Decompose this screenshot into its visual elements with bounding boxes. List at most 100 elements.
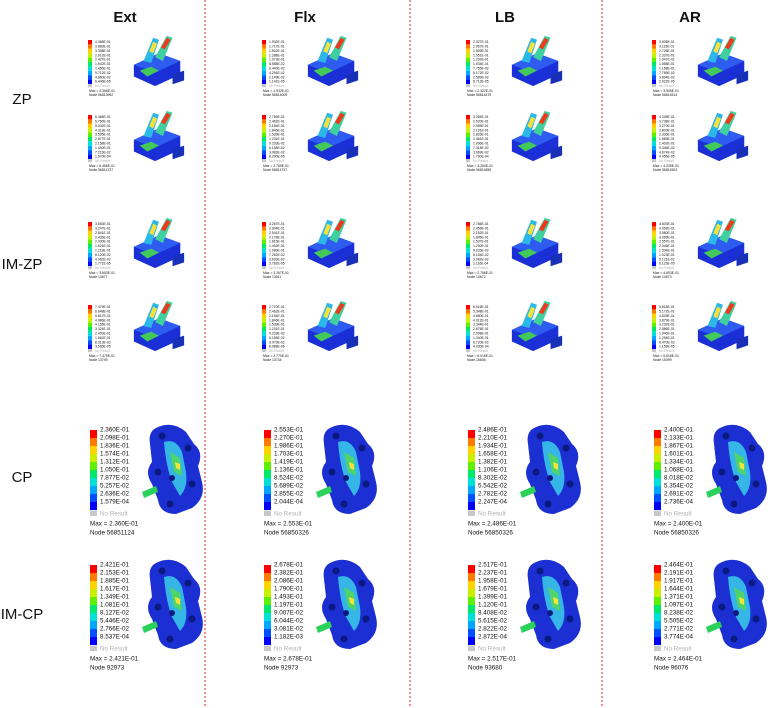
legend-value: 1.493E-01 bbox=[274, 594, 304, 601]
legend-value: 3.083E-02 bbox=[269, 150, 285, 154]
legend-value: 2.904E-01 bbox=[269, 226, 285, 230]
color-swatch bbox=[88, 322, 92, 327]
color-swatch bbox=[88, 57, 92, 62]
legend-value: 1.934E-01 bbox=[478, 443, 508, 450]
color-swatch bbox=[88, 257, 92, 262]
max-label: Max = 2.486E-01 bbox=[468, 521, 517, 528]
legend-value: 1.089E-01 bbox=[269, 248, 285, 252]
legend-value: 6.156E-02 bbox=[269, 336, 285, 340]
legend-value: 1.050E-01 bbox=[100, 467, 130, 474]
legend-value: 1.846E-01 bbox=[269, 128, 285, 132]
legend-value: 5.505E-02 bbox=[664, 618, 694, 625]
color-swatch bbox=[262, 70, 266, 76]
color-swatch bbox=[466, 154, 470, 159]
legend-value: 1.292E-01 bbox=[473, 58, 489, 62]
color-swatch bbox=[264, 573, 271, 581]
legend-value: 2.766E-02 bbox=[100, 626, 130, 633]
color-swatch bbox=[468, 581, 475, 589]
legend-value: 4.525E-01 bbox=[659, 314, 675, 318]
color-swatch bbox=[262, 222, 266, 227]
color-swatch bbox=[88, 137, 92, 142]
color-swatch bbox=[652, 309, 656, 314]
legend-value: 1.869E-01 bbox=[659, 137, 675, 141]
no-result-label: No Result bbox=[95, 266, 110, 270]
no-result-label: No Result bbox=[269, 266, 284, 270]
color-swatch bbox=[652, 322, 656, 327]
color-swatch bbox=[88, 248, 92, 253]
legend-value: 2.855E-02 bbox=[274, 491, 304, 498]
color-swatch bbox=[652, 75, 656, 80]
no-result-swatch bbox=[262, 266, 266, 270]
legend-value: 2.158E-01 bbox=[95, 141, 111, 145]
color-swatch bbox=[654, 613, 661, 621]
color-swatch bbox=[466, 57, 470, 62]
color-swatch bbox=[652, 327, 656, 332]
implant-model bbox=[511, 110, 563, 162]
legend-value: 2.636E-02 bbox=[100, 491, 130, 498]
color-swatch bbox=[466, 318, 470, 323]
color-swatch bbox=[88, 75, 92, 80]
color-swatch bbox=[90, 581, 97, 589]
color-swatch bbox=[264, 502, 271, 510]
legend-value: 6.158E-02 bbox=[269, 146, 285, 150]
no-result-label: No Result bbox=[473, 349, 488, 353]
color-swatch bbox=[262, 335, 266, 341]
color-swatch bbox=[468, 629, 475, 637]
color-swatch bbox=[466, 150, 470, 155]
legend-value: 1.917E-01 bbox=[664, 578, 694, 585]
color-swatch bbox=[466, 226, 470, 231]
legend-value: 3.782E-05 bbox=[269, 262, 285, 266]
legend-value: 3.115E-01 bbox=[659, 44, 675, 48]
legend-value: 2.678E-01 bbox=[274, 562, 304, 569]
color-swatch bbox=[88, 154, 92, 159]
color-swatch bbox=[652, 252, 656, 258]
color-swatch bbox=[264, 613, 271, 621]
no-result-label: No Result bbox=[659, 349, 674, 353]
max-label: Max = 3.653E-01 bbox=[89, 271, 115, 275]
plate-model bbox=[520, 424, 581, 514]
implant-model bbox=[511, 35, 563, 87]
color-swatch bbox=[652, 222, 656, 227]
color-swatch bbox=[652, 128, 656, 133]
legend-value: 1.539E-01 bbox=[269, 133, 285, 137]
node-label: Node 13677 bbox=[89, 275, 108, 279]
color-swatch bbox=[652, 137, 656, 142]
no-result-label: No Result bbox=[269, 84, 284, 88]
legend-value: 2.464E-01 bbox=[664, 562, 694, 569]
color-swatch bbox=[88, 44, 92, 49]
color-swatch bbox=[262, 309, 266, 314]
no-result-label: No Result bbox=[274, 646, 302, 653]
color-swatch bbox=[652, 141, 656, 146]
no-result-label: No Result bbox=[659, 266, 674, 270]
legend-value: 2.427E-01 bbox=[95, 58, 111, 62]
legend-value: 1.534E-01 bbox=[659, 248, 675, 252]
legend-value: 1.440E-01 bbox=[95, 146, 111, 150]
legend-value: 1.601E-01 bbox=[664, 451, 694, 458]
implant-model bbox=[697, 35, 749, 87]
color-swatch bbox=[264, 446, 271, 454]
legend-value: 1.399E-01 bbox=[478, 594, 508, 601]
legend-value: 8.127E-02 bbox=[100, 610, 130, 617]
no-result-label: No Result bbox=[478, 646, 506, 653]
legend-value: 1.658E-01 bbox=[478, 451, 508, 458]
legend-value: 2.210E-01 bbox=[478, 435, 508, 442]
color-swatch bbox=[466, 44, 470, 49]
legend-value: 2.586E-01 bbox=[659, 327, 675, 331]
legend-value: 2.872E-04 bbox=[478, 634, 508, 641]
legend-value: 1.288E-01 bbox=[269, 53, 285, 57]
color-swatch bbox=[88, 344, 92, 349]
color-swatch bbox=[654, 581, 661, 589]
max-label: Max = 6.016E-01 bbox=[467, 354, 493, 358]
color-swatch bbox=[264, 478, 271, 486]
legend-value: 3.267E-01 bbox=[269, 222, 285, 226]
legend-value: 5.172E-01 bbox=[659, 309, 675, 313]
color-swatch bbox=[262, 331, 266, 336]
no-result-swatch bbox=[466, 349, 470, 353]
legend-value: 4.062E-02 bbox=[95, 257, 111, 261]
legend-value: 1.809E-01 bbox=[473, 49, 489, 53]
color-swatch bbox=[652, 239, 656, 244]
node-label: Node 56813992 bbox=[89, 93, 113, 97]
legend-value: 2.149E-02 bbox=[269, 75, 285, 79]
color-swatch bbox=[654, 494, 661, 502]
legend-value: 9.712E-02 bbox=[95, 71, 111, 75]
